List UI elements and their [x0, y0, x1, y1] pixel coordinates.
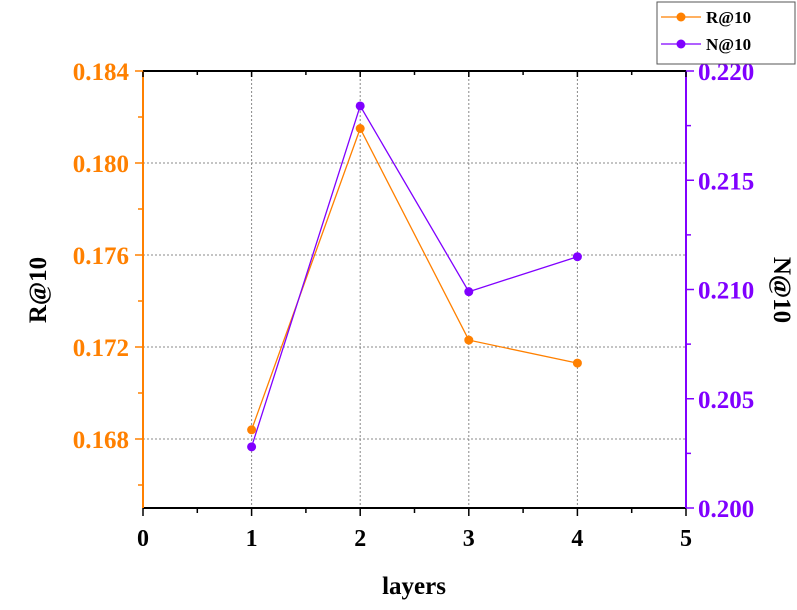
- series-line-r10: [250, 126, 578, 431]
- x-tick-label: 0: [137, 526, 149, 552]
- x-tick-label: 5: [680, 526, 692, 552]
- x-tick-label: 1: [246, 526, 258, 552]
- legend-marker-r10: [676, 12, 686, 22]
- x-tick-label: 2: [354, 526, 366, 552]
- data-point-r10: [355, 124, 365, 133]
- x-axis-label: layers: [382, 573, 446, 600]
- right-y-tick-label: 0.210: [698, 278, 754, 305]
- left-y-tick-label: 0.172: [73, 335, 129, 362]
- data-point-n10: [247, 442, 257, 452]
- left-y-tick-label: 0.176: [73, 243, 129, 270]
- series-line-n10: [250, 104, 578, 448]
- left-y-axis-label: R@10: [25, 257, 52, 323]
- legend-marker-n10: [676, 39, 686, 49]
- x-tick-label: 3: [463, 526, 475, 552]
- left-y-tick-label: 0.180: [73, 151, 129, 178]
- legend-label-r10: R@10: [706, 8, 751, 27]
- data-point-n10: [464, 287, 474, 297]
- right-y-tick-label: 0.215: [698, 168, 754, 195]
- x-tick-label: 4: [571, 526, 583, 552]
- legend-label-n10: N@10: [706, 35, 751, 54]
- right-y-tick-label: 0.205: [698, 387, 754, 414]
- data-point-n10: [355, 101, 365, 111]
- right-y-axis-label: N@10: [768, 257, 795, 323]
- data-point-n10: [572, 252, 582, 262]
- legend: R@10 N@10: [656, 1, 796, 65]
- left-y-tick-label: 0.168: [73, 427, 129, 454]
- legend-box: [656, 1, 796, 65]
- grid: [143, 71, 686, 508]
- data-point-r10: [247, 425, 257, 435]
- right-y-tick-label: 0.200: [698, 496, 754, 523]
- axes: 0 1 2 3 4 5 0.168 0.172 0.176 0.180 0.184 0.200 0.20…: [73, 59, 755, 552]
- data-point-r10: [464, 335, 474, 345]
- left-y-tick-label: 0.184: [73, 59, 130, 86]
- data-point-r10: [572, 358, 582, 368]
- series-layer: [247, 101, 582, 452]
